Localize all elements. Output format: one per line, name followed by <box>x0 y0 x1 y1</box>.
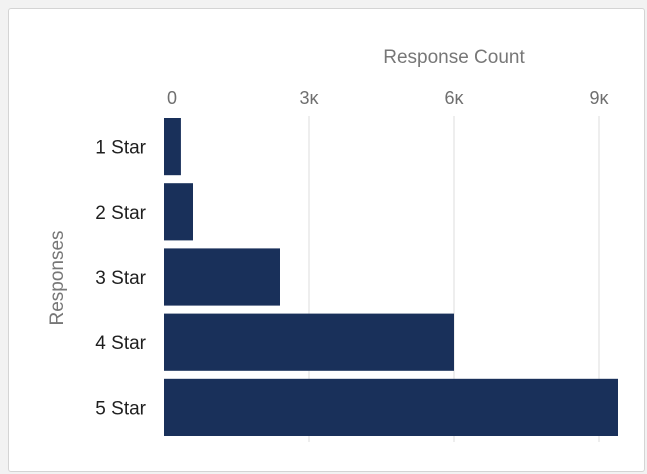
x-axis-ticks: 0 3κ 6κ 9κ <box>167 88 610 108</box>
bars <box>164 118 618 436</box>
bar[interactable] <box>164 378 618 436</box>
x-tick-label: 6κ <box>444 88 464 108</box>
bar[interactable] <box>164 248 280 306</box>
category-label: 4 Star <box>95 333 146 354</box>
category-label: 1 Star <box>95 138 146 159</box>
bar[interactable] <box>164 313 454 371</box>
y-axis-categories: 1 Star 2 Star 3 Star 4 Star 5 Star <box>95 138 146 420</box>
x-tick-label: 3κ <box>299 88 319 108</box>
category-label: 5 Star <box>95 398 146 419</box>
x-tick-label: 0 <box>167 88 177 108</box>
bar[interactable] <box>164 183 193 241</box>
x-axis-title: Response Count <box>383 47 525 68</box>
bar[interactable] <box>164 118 181 176</box>
category-label: 3 Star <box>95 268 146 289</box>
category-label: 2 Star <box>95 203 146 224</box>
x-tick-label: 9κ <box>589 88 609 108</box>
y-axis-title: Responses <box>47 230 68 325</box>
